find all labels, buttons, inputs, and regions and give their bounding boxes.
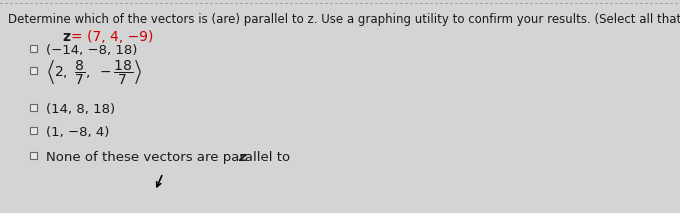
- Text: = (7, 4, −9): = (7, 4, −9): [71, 30, 154, 44]
- Bar: [30, 45, 37, 52]
- Text: (14, 8, 18): (14, 8, 18): [46, 103, 115, 116]
- Text: (1, −8, 4): (1, −8, 4): [46, 126, 109, 139]
- Text: None of these vectors are parallel to: None of these vectors are parallel to: [46, 151, 294, 164]
- Text: z: z: [238, 151, 245, 164]
- Text: $\left\langle 2,\ \dfrac{8}{7},\ -\dfrac{18}{7} \right\rangle$: $\left\langle 2,\ \dfrac{8}{7},\ -\dfrac…: [46, 59, 142, 87]
- Text: Determine which of the vectors is (are) parallel to z. Use a graphing utility to: Determine which of the vectors is (are) …: [8, 13, 680, 26]
- Bar: [30, 67, 37, 74]
- Text: z: z: [62, 30, 70, 44]
- Bar: [30, 104, 37, 111]
- Bar: [30, 127, 37, 134]
- Bar: [30, 152, 37, 159]
- Text: (−14, −8, 18): (−14, −8, 18): [46, 44, 137, 57]
- Text: .: .: [244, 151, 248, 164]
